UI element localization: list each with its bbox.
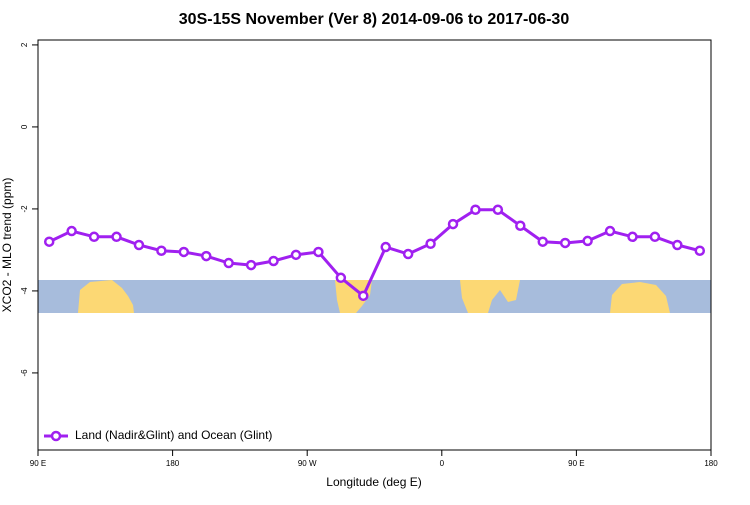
point <box>43 236 55 247</box>
point <box>335 272 347 284</box>
point <box>358 290 369 302</box>
point <box>133 239 145 251</box>
x-axis-label: Longitude (deg E) <box>326 475 421 489</box>
point <box>582 235 593 247</box>
point <box>649 231 661 243</box>
chart-title: 30S-15S November (Ver 8) 2014-09-06 to 2… <box>179 11 570 28</box>
point <box>201 250 212 262</box>
x-tick-label: 90 E <box>30 459 46 468</box>
point <box>559 237 571 249</box>
point <box>402 248 414 260</box>
y-tick-label: -6 <box>20 369 29 377</box>
point <box>88 231 100 243</box>
point <box>627 231 638 243</box>
legend: Land (Nadir&Glint) and Ocean (Glint) <box>44 428 272 442</box>
point <box>290 249 302 261</box>
point <box>470 204 481 215</box>
x-tick-label: 180 <box>166 459 180 468</box>
point <box>268 255 279 267</box>
x-tick-label: 90 E <box>568 459 584 468</box>
point <box>425 238 436 250</box>
point <box>156 245 167 256</box>
x-tick-label: 90 W <box>298 459 317 468</box>
point <box>537 236 548 247</box>
point <box>492 204 504 215</box>
y-tick-label: -4 <box>20 287 29 295</box>
legend-label: Land (Nadir&Glint) and Ocean (Glint) <box>75 428 272 442</box>
y-axis-label: XCO2 - MLO trend (ppm) <box>0 178 14 313</box>
x-tick-label: 180 <box>704 459 718 468</box>
point <box>672 239 683 251</box>
point <box>380 241 391 253</box>
point <box>447 218 459 230</box>
map-strip <box>38 280 711 313</box>
point <box>178 246 190 258</box>
point <box>604 225 616 237</box>
point <box>694 245 706 256</box>
point <box>245 259 257 271</box>
y-tick-label: 2 <box>20 42 29 47</box>
plot-frame <box>37 39 712 451</box>
point <box>515 220 526 231</box>
y-tick-label: 0 <box>20 124 29 129</box>
point <box>66 225 77 237</box>
point <box>111 231 122 243</box>
x-tick-label: 0 <box>440 459 445 468</box>
point <box>313 246 324 258</box>
y-tick-label: -2 <box>20 205 29 213</box>
point <box>223 257 234 269</box>
